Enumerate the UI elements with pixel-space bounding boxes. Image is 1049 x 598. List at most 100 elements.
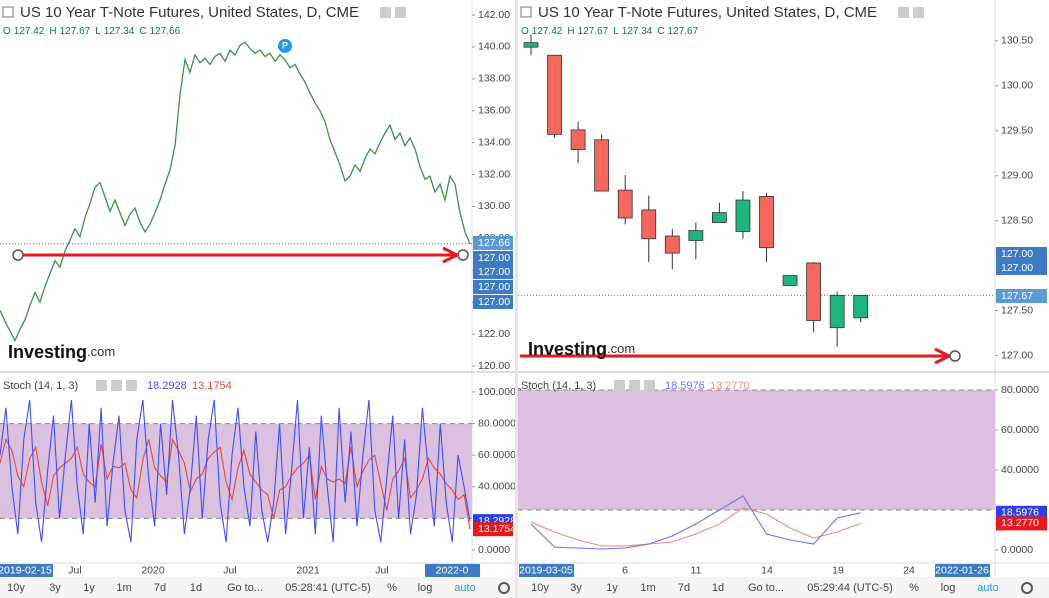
header-icon[interactable] bbox=[898, 7, 909, 18]
candle-body bbox=[806, 262, 821, 321]
panel-divider bbox=[515, 0, 518, 598]
toolbar-button[interactable]: 1m bbox=[116, 582, 131, 594]
scale-option[interactable]: % bbox=[387, 582, 397, 594]
price-tag bbox=[473, 280, 513, 294]
toolbar-button[interactable]: 1d bbox=[190, 582, 202, 594]
date-label: 19 bbox=[832, 564, 844, 576]
handle bbox=[457, 249, 469, 261]
date-label: 2019-02-15 bbox=[0, 564, 52, 576]
annotation-badge[interactable] bbox=[278, 39, 292, 53]
y-tick-label: 142.00 bbox=[478, 9, 510, 21]
stoch-k-value: 18.5976 bbox=[665, 380, 705, 392]
toolbar-button[interactable]: Go to... bbox=[748, 582, 784, 594]
candle-body bbox=[782, 275, 798, 286]
toolbar-button[interactable]: 7d bbox=[678, 582, 690, 594]
scale-option[interactable]: % bbox=[909, 582, 919, 594]
candle-body bbox=[664, 235, 680, 254]
date-label: 2021 bbox=[296, 564, 320, 576]
toolbar-button[interactable]: 1y bbox=[606, 582, 618, 594]
date-label: 11 bbox=[691, 564, 702, 576]
ohlc-value: 127.67 bbox=[578, 26, 609, 37]
price-tag-label: 127.00 bbox=[1001, 248, 1033, 260]
y-tick-label: 130.00 bbox=[478, 200, 510, 212]
ohlc-label: L bbox=[613, 26, 619, 37]
y-tick-label: 127.00 bbox=[1001, 349, 1033, 361]
toolbar-button[interactable]: 1d bbox=[712, 582, 724, 594]
stoch-band bbox=[0, 423, 472, 519]
settings-gear[interactable] bbox=[498, 582, 510, 594]
scale-option[interactable]: log bbox=[418, 582, 433, 594]
stoch-icon[interactable] bbox=[614, 380, 625, 391]
price-tag-label: 127.00 bbox=[478, 252, 510, 264]
stoch-tag-label: 13.2770 bbox=[1001, 517, 1039, 529]
ohlc: O 127.42 H 127.67 L 127.34 C 127.66 bbox=[3, 26, 181, 37]
date-label: 14 bbox=[761, 564, 773, 576]
y-tick-label: 130.50 bbox=[1001, 35, 1033, 47]
collapse-icon[interactable] bbox=[2, 6, 14, 18]
arrow-head bbox=[934, 347, 953, 365]
stoch-icon[interactable] bbox=[644, 380, 655, 391]
y-tick-label: 138.00 bbox=[478, 73, 510, 85]
logo: Investing.com bbox=[8, 342, 115, 362]
toolbar-button[interactable]: 1y bbox=[83, 582, 95, 594]
y-tick-label: 40.0000 bbox=[1001, 464, 1039, 476]
stoch-name: Stoch (14, 1, 3) bbox=[3, 380, 78, 392]
scale-option[interactable]: log bbox=[941, 582, 956, 594]
candle-body bbox=[617, 189, 633, 219]
stoch-tag bbox=[996, 505, 1047, 520]
header-icon[interactable] bbox=[913, 7, 924, 18]
stoch-d-line bbox=[0, 437, 471, 530]
ohlc-label: L bbox=[95, 26, 101, 37]
logo-brand: Investing bbox=[8, 342, 87, 362]
logo: Investing.com bbox=[528, 339, 635, 359]
date-label: Jul bbox=[68, 564, 81, 576]
y-tick-label: 129.50 bbox=[1001, 125, 1033, 137]
ohlc-label: O bbox=[3, 26, 11, 37]
y-tick-label: 128.50 bbox=[1001, 215, 1033, 227]
candle-body bbox=[759, 196, 774, 249]
y-tick-label: 122.00 bbox=[478, 328, 510, 340]
price-tag bbox=[473, 265, 513, 279]
header-icon[interactable] bbox=[395, 7, 406, 18]
y-tick-label: 140.00 bbox=[478, 41, 510, 53]
toolbar-button[interactable]: 10y bbox=[531, 582, 549, 594]
stoch-icon[interactable] bbox=[96, 380, 107, 391]
stoch-k-line bbox=[530, 495, 861, 550]
stoch-icon[interactable] bbox=[629, 380, 640, 391]
ohlc-value: 127.67 bbox=[60, 26, 91, 37]
toolbar-button[interactable]: 1m bbox=[640, 582, 655, 594]
ohlc-value: 127.42 bbox=[14, 26, 45, 37]
toolbar-button[interactable]: 3y bbox=[49, 582, 61, 594]
date-label: Jul bbox=[375, 564, 388, 576]
candle-body bbox=[853, 294, 869, 319]
toolbar-button[interactable]: 7d bbox=[154, 582, 166, 594]
toolbar-button[interactable]: 10y bbox=[7, 582, 25, 594]
scale-option[interactable]: auto bbox=[454, 582, 475, 594]
header-icon[interactable] bbox=[380, 7, 391, 18]
y-tick-label: 120.00 bbox=[478, 360, 510, 372]
stoch-icon[interactable] bbox=[126, 380, 137, 391]
date-tag bbox=[0, 564, 53, 577]
collapse-icon[interactable] bbox=[520, 6, 532, 18]
candle-body bbox=[712, 212, 727, 223]
date-label: 2019-03-05 bbox=[519, 564, 573, 576]
scale-option[interactable]: auto bbox=[977, 582, 998, 594]
y-tick-label: 60.0000 bbox=[478, 449, 516, 461]
y-tick-label: 80.0000 bbox=[478, 417, 516, 429]
stoch-d-value: 13.2770 bbox=[710, 380, 750, 392]
y-tick-label: 129.00 bbox=[1001, 170, 1033, 182]
candle-body bbox=[688, 230, 704, 241]
ohlc-value: 127.67 bbox=[668, 26, 699, 37]
settings-gear[interactable] bbox=[1021, 582, 1033, 594]
candle-body bbox=[594, 139, 610, 192]
y-tick-label: 130.00 bbox=[1001, 80, 1033, 92]
toolbar-button[interactable]: 3y bbox=[570, 582, 582, 594]
candle-body bbox=[735, 199, 751, 232]
stoch-icon[interactable] bbox=[111, 380, 122, 391]
price-tag-label: 127.66 bbox=[478, 237, 510, 249]
toolbar-button[interactable]: Go to... bbox=[227, 582, 263, 594]
price-tag bbox=[473, 251, 513, 265]
candle-body bbox=[570, 129, 586, 151]
y-tick-label: 132.00 bbox=[478, 168, 510, 180]
date-label: 2022-01-26 bbox=[935, 564, 989, 576]
